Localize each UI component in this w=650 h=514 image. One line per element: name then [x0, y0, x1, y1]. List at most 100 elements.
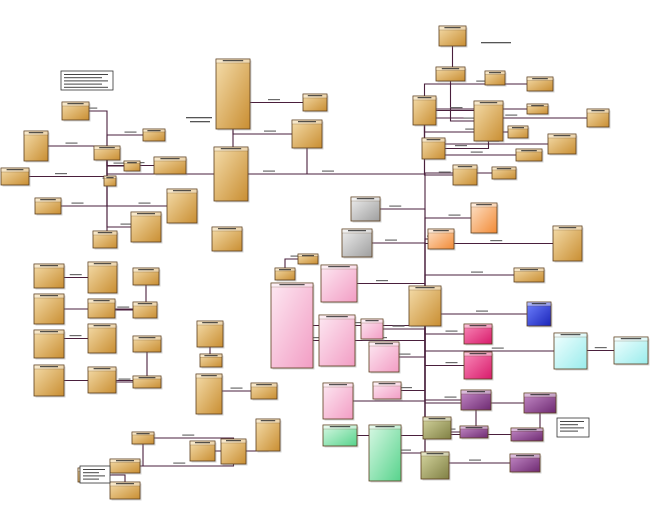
- class-node[interactable]: [109, 458, 142, 475]
- class-node[interactable]: [93, 145, 122, 162]
- connector-line[interactable]: [143, 437, 235, 452]
- class-node[interactable]: [274, 267, 297, 282]
- class-node[interactable]: [427, 228, 456, 251]
- node-body: [61, 101, 90, 121]
- node-title-mark: [279, 284, 305, 286]
- class-node[interactable]: [92, 230, 119, 250]
- class-node[interactable]: [341, 228, 374, 259]
- class-node[interactable]: [463, 351, 494, 381]
- class-node[interactable]: [460, 389, 493, 412]
- note-text-mark: [83, 475, 105, 477]
- class-node[interactable]: [372, 381, 403, 401]
- class-node[interactable]: [220, 438, 248, 466]
- class-node[interactable]: [123, 160, 142, 173]
- class-node[interactable]: [215, 58, 252, 131]
- class-node[interactable]: [507, 125, 530, 140]
- class-node[interactable]: [195, 373, 224, 416]
- class-node[interactable]: [484, 70, 507, 87]
- node-body: [412, 95, 437, 126]
- class-node[interactable]: [153, 156, 188, 176]
- class-node[interactable]: [515, 148, 544, 163]
- class-node[interactable]: [547, 133, 578, 156]
- class-node[interactable]: [34, 197, 63, 216]
- class-node[interactable]: [360, 318, 385, 341]
- class-node[interactable]: [132, 267, 161, 287]
- class-node[interactable]: [463, 323, 494, 346]
- class-node[interactable]: [87, 298, 117, 320]
- node-body: [297, 253, 319, 265]
- class-node[interactable]: [322, 424, 359, 448]
- class-node[interactable]: [87, 323, 118, 355]
- class-node[interactable]: [435, 66, 467, 83]
- node-title-mark: [307, 95, 323, 97]
- class-node[interactable]: [421, 137, 447, 161]
- class-node[interactable]: [553, 332, 589, 371]
- class-node[interactable]: [473, 100, 505, 143]
- class-node[interactable]: [510, 427, 545, 443]
- class-node[interactable]: [526, 301, 553, 328]
- class-node[interactable]: [368, 424, 403, 483]
- note-text-mark: [64, 83, 102, 85]
- node-title-mark: [516, 455, 534, 457]
- class-node[interactable]: [33, 329, 66, 360]
- node-body: [250, 382, 278, 400]
- class-node[interactable]: [368, 341, 401, 374]
- class-node[interactable]: [213, 146, 250, 203]
- class-node[interactable]: [513, 267, 546, 284]
- class-node[interactable]: [452, 164, 479, 187]
- class-node[interactable]: [526, 103, 550, 116]
- class-node[interactable]: [211, 226, 244, 253]
- class-node[interactable]: [33, 263, 66, 290]
- connector-line[interactable]: [424, 306, 435, 467]
- class-node[interactable]: [320, 264, 359, 304]
- class-node[interactable]: [87, 261, 119, 295]
- class-node[interactable]: [250, 382, 279, 401]
- class-node[interactable]: [491, 166, 518, 181]
- class-node[interactable]: [412, 95, 438, 127]
- class-node[interactable]: [132, 335, 163, 354]
- node-title-mark: [173, 190, 191, 192]
- class-node[interactable]: [420, 451, 451, 481]
- class-node[interactable]: [132, 375, 163, 390]
- class-node[interactable]: [131, 431, 156, 446]
- node-title-mark: [93, 263, 112, 265]
- class-node[interactable]: [552, 225, 584, 263]
- class-node[interactable]: [196, 320, 225, 349]
- class-node[interactable]: [438, 25, 468, 48]
- class-node[interactable]: [132, 301, 159, 320]
- class-node[interactable]: [318, 314, 357, 368]
- class-node[interactable]: [526, 76, 555, 93]
- node-title-mark: [302, 255, 314, 257]
- class-node[interactable]: [470, 202, 499, 235]
- class-node[interactable]: [586, 108, 611, 129]
- class-node[interactable]: [199, 353, 224, 369]
- class-node[interactable]: [189, 440, 217, 463]
- class-node[interactable]: [408, 285, 443, 328]
- class-node[interactable]: [23, 130, 50, 163]
- class-node[interactable]: [87, 366, 118, 395]
- note-text-mark: [64, 80, 108, 82]
- class-node[interactable]: [613, 336, 650, 366]
- node-title-mark: [433, 230, 449, 232]
- class-node[interactable]: [459, 425, 490, 440]
- class-node[interactable]: [0, 167, 31, 187]
- class-node[interactable]: [523, 392, 558, 415]
- class-node[interactable]: [422, 416, 453, 441]
- class-node[interactable]: [130, 211, 163, 244]
- class-node[interactable]: [33, 364, 66, 398]
- class-node[interactable]: [350, 196, 382, 223]
- class-node[interactable]: [322, 382, 355, 421]
- class-node[interactable]: [61, 101, 91, 122]
- class-node[interactable]: [255, 418, 282, 453]
- class-node[interactable]: [509, 453, 542, 474]
- node-title-mark: [426, 139, 441, 141]
- class-node[interactable]: [33, 293, 66, 326]
- class-node[interactable]: [103, 175, 118, 188]
- class-node[interactable]: [302, 93, 329, 113]
- class-node[interactable]: [291, 119, 324, 150]
- class-node[interactable]: [109, 481, 142, 501]
- class-node[interactable]: [270, 282, 315, 370]
- class-node[interactable]: [297, 253, 320, 266]
- class-node[interactable]: [166, 188, 199, 225]
- class-node[interactable]: [142, 128, 167, 143]
